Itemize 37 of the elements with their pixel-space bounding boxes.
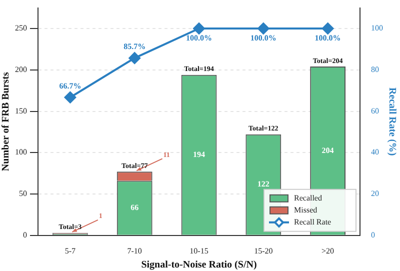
data-label: 66.7% — [59, 81, 82, 90]
y-tick-label: 250 — [15, 24, 27, 33]
y-tick-label: 0 — [23, 230, 27, 240]
y2-tick-label: 20 — [371, 189, 379, 198]
point — [322, 22, 334, 34]
point — [258, 22, 270, 34]
data-label: 204 — [322, 146, 334, 155]
legend-label: Recalled — [294, 193, 322, 202]
y-tick-label: 100 — [15, 148, 27, 157]
data-label: 122 — [257, 180, 270, 189]
y-axis-title: Number of FRB Bursts — [0, 72, 12, 172]
y2-tick-label: 40 — [371, 148, 379, 157]
x-tick-label: 7-10 — [127, 246, 142, 256]
legend-label: Recall Rate — [294, 217, 332, 226]
x-axis-title: Signal-to-Noise Ratio (S/N) — [141, 260, 257, 271]
y2-tick-label: 60 — [371, 106, 379, 116]
legend-label: Missed — [294, 205, 318, 214]
point — [64, 91, 76, 104]
y-tick-label: 200 — [15, 64, 27, 74]
data-label: 100.0% — [186, 34, 212, 43]
x-tick-label: 10-15 — [190, 246, 208, 256]
data-label: 85.7% — [124, 42, 146, 52]
point — [193, 22, 205, 34]
x-tick-label: >20 — [322, 246, 334, 256]
y2-tick-label: 80 — [371, 64, 379, 74]
y-tick-label: 150 — [15, 106, 27, 116]
y-tick-label: 50 — [19, 189, 27, 198]
data-label: 100.0% — [250, 34, 276, 43]
y2-tick-label: 100 — [371, 24, 383, 33]
x-tick-label: 5-7 — [64, 246, 76, 256]
data-label: 100.0% — [314, 34, 341, 43]
data-label: 194 — [193, 150, 205, 159]
y2-axis-title: Recall Rate (%) — [386, 87, 398, 156]
point — [128, 52, 140, 64]
data-label: 66 — [130, 202, 139, 212]
x-tick-label: 15-20 — [254, 246, 273, 256]
y2-tick-label: 0 — [371, 230, 375, 240]
